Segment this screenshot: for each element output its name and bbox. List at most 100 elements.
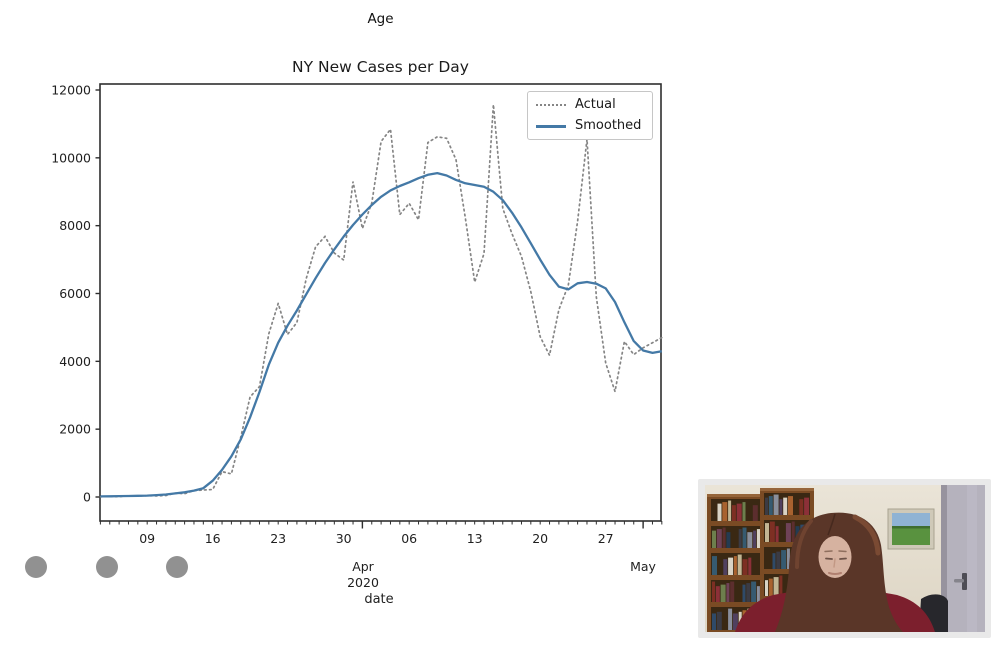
- book-spine: [772, 553, 775, 569]
- book-spine: [742, 559, 747, 575]
- book-spine: [722, 559, 727, 575]
- book-spine: [780, 550, 786, 569]
- webcam-video-panel: [698, 479, 991, 638]
- indicator-dot: [166, 556, 188, 578]
- book-spine: [782, 497, 787, 515]
- x-axis-year-label: 2020: [347, 575, 379, 590]
- y-tick-label: 8000: [59, 218, 91, 233]
- legend-label-smoothed: Smoothed: [575, 118, 642, 133]
- book-spine: [768, 496, 773, 515]
- x-tick-label: 13: [467, 531, 483, 546]
- book-spine: [733, 556, 737, 575]
- x-axis-month-label: Apr: [352, 559, 374, 574]
- book-spine: [750, 581, 756, 602]
- book-spine: [747, 557, 751, 575]
- mouth: [827, 572, 842, 575]
- x-tick-label: 09: [139, 531, 155, 546]
- plot-spines: [99, 83, 662, 522]
- book-spine: [725, 532, 730, 548]
- book-spine: [742, 527, 746, 548]
- book-spine: [791, 521, 795, 542]
- book-spine: [716, 529, 722, 548]
- landscape-painting: [887, 508, 934, 550]
- book-spine: [742, 502, 745, 521]
- book-spine: [756, 586, 760, 602]
- actual-line-sample-icon: [536, 104, 566, 106]
- webcam-video-frame: [704, 485, 985, 632]
- indicator-dot: [96, 556, 118, 578]
- indicator-dot: [25, 556, 47, 578]
- chart-title: NY New Cases per Day: [292, 58, 469, 76]
- x-tick-label: 20: [532, 531, 548, 546]
- book-spine: [736, 503, 742, 521]
- book-spine: [756, 529, 761, 548]
- eye: [824, 557, 833, 560]
- age-heading: Age: [367, 11, 394, 27]
- book-spine: [764, 580, 768, 596]
- book-spine: [715, 586, 720, 602]
- book-spine: [773, 577, 779, 596]
- x-tick-label: 30: [336, 531, 352, 546]
- speaker-person: [734, 512, 935, 632]
- book-spine: [731, 505, 736, 521]
- book-spine: [746, 532, 752, 548]
- door-handle-plate: [961, 573, 967, 590]
- book-spine: [722, 527, 726, 548]
- book-spine: [769, 521, 775, 542]
- book-spine: [764, 523, 769, 542]
- book-spine: [752, 505, 758, 521]
- door: [940, 485, 985, 632]
- book-spine: [711, 613, 716, 630]
- book-spine: [711, 556, 717, 575]
- y-tick-label: 10000: [51, 150, 91, 165]
- door-handle-lever: [953, 579, 964, 583]
- book-spine: [752, 530, 756, 548]
- book-spine: [785, 523, 791, 542]
- x-axis-end-month-label: May: [630, 559, 656, 574]
- book-spine: [787, 496, 793, 515]
- y-tick-label: 12000: [51, 83, 91, 98]
- book-spine: [798, 499, 803, 515]
- book-spine: [764, 497, 768, 515]
- book-spine: [773, 494, 779, 515]
- book-spine: [738, 529, 742, 548]
- book-spine: [775, 526, 779, 542]
- book-spine: [711, 581, 715, 602]
- y-tick-label: 0: [83, 490, 91, 505]
- legend-row-actual: Actual: [536, 97, 644, 113]
- y-tick-label: 4000: [59, 354, 91, 369]
- book-spine: [716, 611, 722, 630]
- book-spine: [729, 581, 734, 602]
- series-line-actual: [99, 104, 663, 498]
- series-line-smoothed: [100, 171, 663, 498]
- book-spine: [727, 557, 733, 575]
- legend-row-smoothed: Smoothed: [536, 118, 644, 134]
- book-spine: [742, 584, 745, 602]
- book-spine: [727, 608, 732, 630]
- book-spine: [717, 503, 721, 521]
- eyebrow: [837, 550, 847, 553]
- book-spine: [725, 583, 729, 602]
- book-spine: [775, 551, 780, 569]
- smoothed-line-sample-icon: [536, 124, 566, 128]
- book-spine: [727, 500, 731, 521]
- book-spine: [711, 530, 716, 548]
- x-tick-label: 23: [270, 531, 286, 546]
- book-spine: [732, 613, 738, 630]
- eye: [838, 557, 847, 560]
- nose: [832, 558, 836, 568]
- hair-part: [826, 513, 836, 536]
- y-tick-label: 2000: [59, 422, 91, 437]
- book-spine: [721, 502, 727, 521]
- x-tick-label: 06: [401, 531, 417, 546]
- book-spine: [737, 554, 742, 575]
- book-spine: [803, 497, 809, 515]
- x-tick-label: 16: [205, 531, 221, 546]
- book-spine: [768, 578, 773, 596]
- x-tick-label: 27: [598, 531, 614, 546]
- book-spine: [778, 499, 782, 515]
- x-axis-title: date: [364, 592, 394, 607]
- book-spine: [745, 583, 750, 602]
- book-spine: [786, 548, 790, 569]
